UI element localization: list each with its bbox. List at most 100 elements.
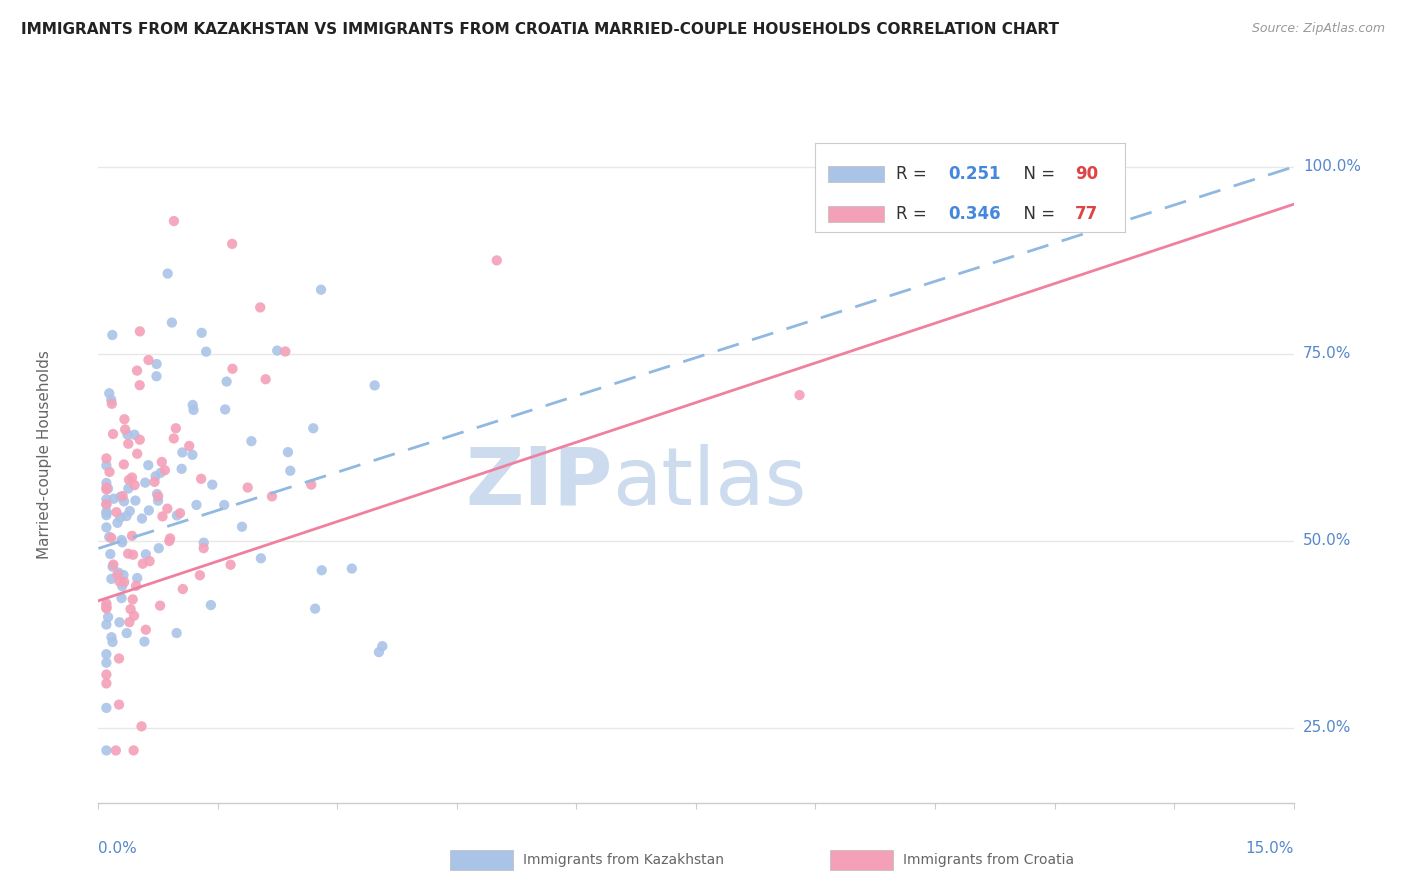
Point (127, 571, 149, 585)
Point (136, 458, 159, 472)
Point (299, 477, 322, 491)
Text: 77: 77 (1076, 205, 1098, 223)
Point (101, 559, 124, 574)
Point (112, 574, 135, 589)
Point (96, 599, 118, 613)
Point (131, 719, 153, 733)
Point (122, 608, 145, 623)
Point (121, 592, 143, 607)
Point (98, 530, 121, 544)
Point (107, 516, 129, 530)
Point (240, 434, 263, 449)
Text: Source: ZipAtlas.com: Source: ZipAtlas.com (1251, 22, 1385, 36)
FancyBboxPatch shape (830, 850, 893, 870)
Point (96, 520, 118, 534)
Point (277, 445, 299, 459)
Point (96, 647, 118, 661)
Point (101, 328, 124, 343)
Point (135, 623, 157, 637)
Text: N =: N = (1014, 165, 1060, 183)
Point (100, 392, 122, 407)
Point (98, 465, 121, 479)
Point (183, 403, 205, 417)
Point (96, 597, 118, 611)
Point (274, 344, 297, 359)
Point (103, 558, 125, 572)
Point (101, 635, 124, 649)
Point (103, 491, 125, 506)
Text: 75.0%: 75.0% (1303, 346, 1351, 361)
Text: 50.0%: 50.0% (1303, 533, 1351, 549)
Point (120, 602, 142, 616)
Point (100, 572, 122, 586)
Point (128, 324, 150, 338)
Point (169, 506, 191, 520)
Point (96, 475, 118, 490)
Text: 90: 90 (1076, 165, 1098, 183)
Point (188, 568, 211, 582)
Point (221, 361, 243, 376)
Point (172, 445, 194, 459)
Point (363, 378, 385, 392)
Point (157, 533, 180, 548)
Point (122, 743, 145, 757)
Point (108, 651, 131, 665)
Point (124, 478, 146, 492)
Point (112, 568, 135, 582)
Point (212, 498, 235, 512)
Point (156, 267, 179, 281)
Point (231, 520, 253, 534)
Point (124, 427, 146, 442)
Point (160, 316, 183, 330)
Point (100, 531, 122, 545)
Point (112, 412, 135, 426)
Point (121, 529, 143, 543)
Point (135, 547, 157, 561)
Point (309, 283, 332, 297)
Text: Married-couple Households: Married-couple Households (37, 351, 52, 559)
Point (115, 508, 138, 523)
Point (186, 498, 208, 512)
Point (249, 301, 271, 315)
Point (105, 567, 128, 582)
Point (96, 701, 118, 715)
Point (156, 501, 179, 516)
FancyBboxPatch shape (828, 206, 883, 222)
Point (114, 422, 136, 436)
Text: IMMIGRANTS FROM KAZAKHSTAN VS IMMIGRANTS FROM CROATIA MARRIED-COUPLE HOUSEHOLDS : IMMIGRANTS FROM KAZAKHSTAN VS IMMIGRANTS… (21, 22, 1059, 37)
Point (117, 427, 139, 442)
Point (96, 656, 118, 670)
Point (371, 639, 394, 653)
Point (117, 436, 139, 450)
Point (131, 511, 153, 525)
Point (110, 490, 132, 504)
Point (789, 388, 811, 402)
Point (190, 326, 212, 340)
Text: 0.346: 0.346 (949, 205, 1001, 223)
Point (111, 535, 134, 549)
Point (132, 557, 155, 571)
Point (111, 489, 134, 503)
Point (134, 634, 156, 648)
Point (143, 475, 166, 489)
Point (97, 610, 120, 624)
Point (104, 743, 127, 757)
Point (146, 493, 169, 508)
Point (96, 458, 118, 473)
Text: N =: N = (1014, 205, 1060, 223)
Point (153, 463, 176, 477)
Point (110, 533, 132, 547)
Point (96, 492, 118, 507)
Text: Immigrants from Croatia: Immigrants from Croatia (903, 853, 1074, 867)
Point (110, 510, 132, 524)
Point (112, 494, 135, 508)
Point (170, 462, 193, 476)
Point (195, 344, 218, 359)
Point (200, 598, 222, 612)
Point (166, 508, 188, 523)
Point (96, 617, 118, 632)
FancyBboxPatch shape (828, 166, 883, 182)
Point (219, 558, 242, 572)
Point (96, 497, 118, 511)
Point (96, 743, 118, 757)
